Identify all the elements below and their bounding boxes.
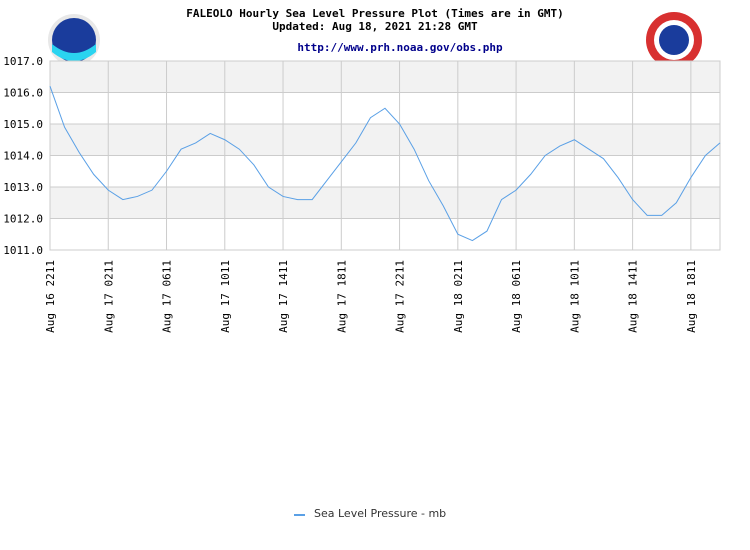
y-tick-label: 1016.0	[3, 87, 43, 100]
x-tick-label: Aug 18 1811	[685, 260, 698, 333]
y-tick-label: 1013.0	[3, 181, 43, 194]
y-tick-label: 1015.0	[3, 118, 43, 131]
y-tick-label: 1017.0	[3, 55, 43, 68]
noaa-logo	[48, 14, 100, 66]
source-url: http://www.prh.noaa.gov/obs.php	[297, 41, 503, 54]
series-line	[49, 86, 721, 242]
x-tick-label: Aug 17 0211	[102, 260, 115, 333]
x-tick-label: Aug 17 0611	[161, 260, 174, 333]
x-tick-label: Aug 17 1811	[335, 260, 348, 333]
x-tick-label: Aug 17 2211	[394, 260, 407, 333]
grid-band	[50, 61, 720, 93]
nws-logo	[646, 12, 702, 68]
x-tick-label: Aug 16 2211	[44, 260, 57, 333]
chart-subtitle: Updated: Aug 18, 2021 21:28 GMT	[272, 20, 478, 33]
chart-title: FALEOLO Hourly Sea Level Pressure Plot (…	[186, 7, 564, 20]
x-tick-label: Aug 17 1411	[277, 260, 290, 333]
x-tick-label: Aug 17 1011	[219, 260, 232, 333]
y-tick-label: 1011.0	[3, 244, 43, 257]
y-tick-label: 1014.0	[3, 150, 43, 163]
x-tick-label: Aug 18 1411	[627, 260, 640, 333]
legend-label: Sea Level Pressure - mb	[314, 507, 446, 520]
x-tick-label: Aug 18 1011	[568, 260, 581, 333]
y-tick-label: 1012.0	[3, 213, 43, 226]
x-tick-label: Aug 18 0211	[452, 260, 465, 333]
x-tick-label: Aug 18 0611	[510, 260, 523, 333]
grid-band	[50, 187, 720, 219]
grid-band	[50, 124, 720, 156]
